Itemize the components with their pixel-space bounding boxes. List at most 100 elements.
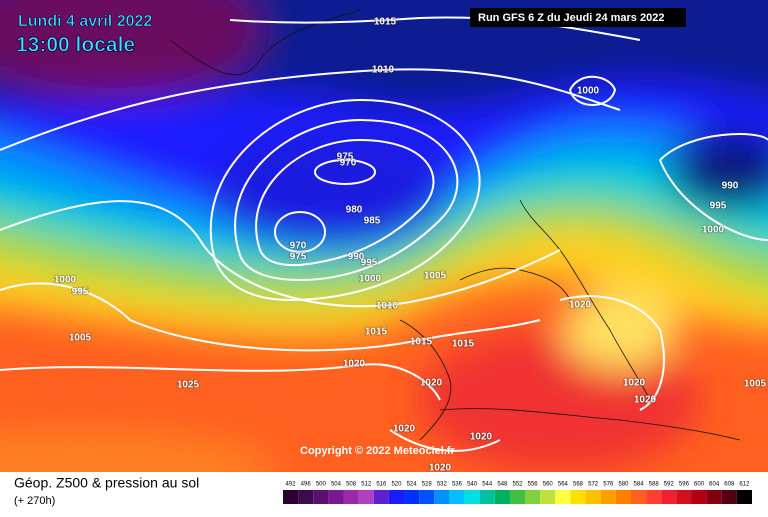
isobar-label: 980 (346, 205, 363, 216)
scale-label: 496 (301, 482, 312, 488)
scale-swatch (646, 490, 662, 504)
scale-label: 528 (422, 482, 433, 488)
scale-label: 564 (558, 482, 569, 488)
scale-swatch (721, 490, 737, 504)
isobar-label: 1000 (702, 225, 725, 236)
scale-label: 532 (437, 482, 448, 488)
scale-swatch (630, 490, 647, 504)
isobar-label: 985 (364, 216, 381, 227)
scale-label: 524 (407, 482, 418, 488)
scale-label: 520 (391, 482, 402, 488)
footer-title: Géop. Z500 & pression au sol (14, 475, 199, 491)
isobar-label: 970 (340, 158, 357, 169)
scale-label: 540 (467, 482, 478, 488)
scale-swatch (494, 490, 510, 504)
scale-swatch (706, 490, 722, 504)
scale-label: 516 (376, 482, 387, 488)
isobar-label: 995 (710, 201, 727, 212)
scale-label: 512 (361, 482, 372, 488)
isobar-label: 995 (72, 287, 89, 298)
isobar-label: 1005 (69, 333, 92, 344)
isobar-label: 975 (290, 252, 307, 263)
isobar-label: 1020 (393, 424, 416, 435)
scale-label: 556 (528, 482, 539, 488)
scale-label: 504 (331, 482, 342, 488)
isobar-label: 975 (337, 152, 354, 163)
scale-swatch (358, 490, 374, 504)
scale-swatch (736, 490, 752, 504)
isobar-label: 1020 (569, 300, 592, 311)
isobar-label: 1020 (623, 378, 646, 389)
scale-swatch (464, 490, 480, 504)
isobar-label: 1005 (744, 379, 767, 390)
isobar-label: 1010 (372, 65, 395, 76)
scale-label: 500 (316, 482, 327, 488)
scale-label: 580 (618, 482, 629, 488)
scale-swatch (298, 490, 314, 504)
scale-swatch (343, 490, 359, 504)
scale-swatch (540, 490, 556, 504)
scale-swatch (555, 490, 571, 504)
scale-swatch (661, 490, 677, 504)
isobar-label: 995 (361, 258, 378, 269)
map-date: Lundi 4 avril 2022 (18, 13, 152, 30)
copyright: Copyright © 2022 Meteociel.fr (300, 445, 456, 457)
scale-swatch (615, 490, 631, 504)
scale-label: 560 (543, 482, 554, 488)
isobar-label: 1015 (374, 17, 397, 28)
scale-swatch (585, 490, 601, 504)
scale-swatch (434, 490, 450, 504)
scale-label: 552 (512, 482, 523, 488)
isobar-label: 1020 (429, 463, 452, 474)
scale-label: 608 (724, 482, 735, 488)
scale-swatch (313, 490, 329, 504)
scale-label: 536 (452, 482, 463, 488)
scale-label: 508 (346, 482, 357, 488)
scale-label: 600 (694, 482, 705, 488)
scale-swatch (404, 490, 420, 504)
map-time: 13:00 locale (16, 34, 135, 57)
scale-label: 544 (482, 482, 493, 488)
scale-swatch (419, 490, 435, 504)
run-box (470, 8, 686, 27)
scale-swatch (691, 490, 707, 504)
scale-swatch (676, 490, 692, 504)
isobar-label: 1020 (420, 378, 443, 389)
scale-swatch (525, 490, 541, 504)
isobar-label: 990 (348, 252, 365, 263)
scale-swatch (509, 490, 526, 504)
color-scale: 492 496 500 504 508 512 516 520 524 528 532 536 540 5… (283, 482, 752, 504)
scale-label: 584 (634, 482, 645, 488)
isobar-label: 1015 (365, 327, 388, 338)
isobar-label: 1020 (634, 395, 657, 406)
scale-label: 612 (739, 482, 750, 488)
isobar-label: 1020 (470, 432, 493, 443)
scale-swatch (373, 490, 389, 504)
scale-label: 592 (664, 482, 675, 488)
scale-label: 572 (588, 482, 599, 488)
scale-label: 548 (497, 482, 508, 488)
scale-label: 492 (286, 482, 297, 488)
scale-swatch (600, 490, 616, 504)
scale-swatch (388, 490, 405, 504)
scale-swatch (449, 490, 465, 504)
isobar-label: 1010 (376, 301, 399, 312)
coastlines (169, 9, 741, 441)
scale-swatch (479, 490, 495, 504)
isobar-label: 1015 (452, 339, 475, 350)
scale-label: 568 (573, 482, 584, 488)
scale-swatch (283, 490, 299, 504)
isobars (0, 16, 768, 452)
isobar-label: 1020 (343, 359, 366, 370)
scale-label: 596 (679, 482, 690, 488)
isobar-label: 1000 (359, 274, 382, 285)
scale-label: 576 (603, 482, 614, 488)
isobar-label: 1015 (410, 337, 433, 348)
scale-swatch (570, 490, 586, 504)
scale-label: 588 (649, 482, 660, 488)
isobar-label: 970 (290, 241, 307, 252)
run-info: Run GFS 6 Z du Jeudi 24 mars 2022 (478, 12, 664, 24)
isobar-label: 1000 (577, 86, 600, 97)
